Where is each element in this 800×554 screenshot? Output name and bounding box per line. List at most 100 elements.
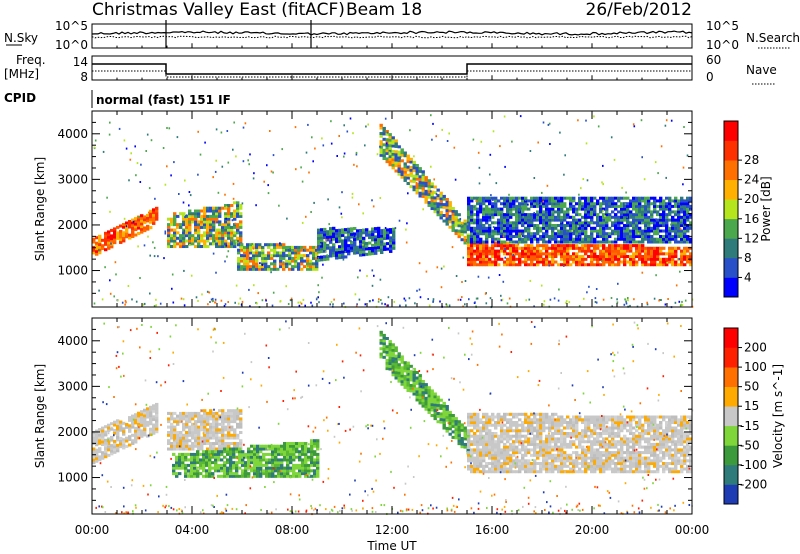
data-cell — [512, 221, 516, 225]
data-cell — [529, 279, 532, 282]
data-cell — [310, 211, 312, 213]
data-cell — [300, 259, 304, 263]
data-cell — [689, 215, 693, 219]
data-cell — [224, 214, 228, 218]
data-cell — [182, 212, 186, 216]
data-cell — [233, 428, 237, 432]
data-cell — [494, 445, 498, 449]
data-cell — [476, 221, 480, 225]
data-cell — [614, 237, 618, 241]
data-cell — [256, 444, 260, 448]
data-cell — [668, 235, 672, 239]
data-cell — [385, 149, 389, 153]
cpid-panel: CPID normal (fast) 151 IF — [4, 90, 231, 108]
data-cell — [632, 213, 636, 217]
data-cell — [388, 348, 392, 352]
data-cell — [149, 405, 153, 409]
data-cell — [527, 448, 531, 452]
data-cell — [125, 436, 129, 440]
data-cell — [563, 240, 567, 244]
data-cell — [602, 209, 604, 212]
data-cell — [182, 417, 186, 421]
data-cell — [229, 463, 233, 467]
colorbar-segment — [724, 218, 738, 239]
data-cell — [325, 250, 327, 253]
data-cell — [306, 262, 310, 266]
data-cell — [400, 159, 404, 163]
data-cell — [656, 255, 660, 259]
data-cell — [230, 411, 234, 415]
data-cell — [632, 226, 636, 230]
data-cell — [473, 434, 477, 438]
data-cell — [391, 367, 395, 371]
data-cell — [479, 429, 483, 433]
data-cell — [184, 458, 188, 462]
data-cell — [470, 467, 474, 471]
data-cell — [596, 244, 600, 248]
data-cell — [116, 432, 120, 436]
data-cell — [388, 340, 392, 344]
data-cell — [403, 178, 407, 182]
data-cell — [327, 198, 329, 201]
data-cell — [313, 452, 317, 456]
data-cell — [539, 418, 543, 422]
data-cell — [460, 224, 464, 228]
data-cell — [289, 450, 293, 454]
data-cell — [344, 239, 348, 243]
data-cell — [503, 434, 507, 438]
data-cell — [551, 229, 555, 233]
data-cell — [548, 237, 552, 241]
data-cell — [273, 265, 277, 269]
data-cell — [421, 173, 425, 177]
data-cell — [271, 461, 275, 465]
data-cell — [470, 196, 474, 200]
data-cell — [641, 249, 645, 253]
data-cell — [365, 228, 369, 232]
data-cell — [659, 237, 663, 241]
data-cell — [503, 423, 507, 427]
data-cell — [473, 240, 477, 244]
data-cell — [286, 455, 290, 459]
data-cell — [167, 239, 171, 243]
data-cell — [208, 458, 212, 462]
data-cell — [140, 434, 144, 438]
data-cell — [527, 215, 531, 219]
data-cell — [539, 207, 543, 211]
data-cell — [533, 451, 537, 455]
data-cell — [249, 248, 253, 252]
data-cell — [620, 218, 624, 222]
data-cell — [467, 210, 471, 214]
data-cell — [224, 212, 228, 216]
data-cell — [575, 240, 579, 244]
data-cell — [524, 204, 528, 208]
data-cell — [215, 217, 219, 221]
data-cell — [491, 432, 495, 436]
data-cell — [485, 207, 489, 211]
data-cell — [662, 215, 666, 219]
data-cell — [533, 215, 537, 219]
data-cell — [191, 422, 195, 426]
data-cell — [153, 305, 156, 308]
data-cell — [680, 207, 684, 211]
data-cell — [433, 395, 437, 399]
data-cell — [539, 199, 543, 203]
data-cell — [276, 243, 280, 247]
data-cell — [485, 255, 489, 259]
data-cell — [288, 256, 292, 260]
data-cell — [602, 221, 606, 225]
data-cell — [571, 229, 574, 232]
data-cell — [221, 431, 225, 435]
data-cell — [476, 218, 480, 222]
data-cell — [255, 204, 257, 207]
data-cell — [641, 207, 645, 211]
data-cell — [359, 234, 363, 238]
data-cell — [173, 444, 177, 448]
data-cell — [107, 429, 111, 433]
y-tick-label: 1000 — [57, 264, 88, 278]
data-cell — [521, 202, 525, 206]
data-cell — [494, 415, 498, 419]
data-cell — [509, 459, 513, 463]
data-cell — [143, 425, 147, 429]
data-cell — [131, 235, 135, 239]
data-cell — [155, 413, 159, 417]
